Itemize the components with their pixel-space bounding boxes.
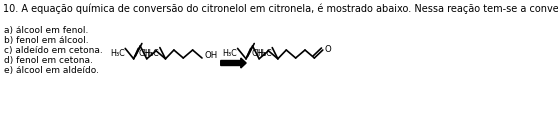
Text: e) álcool em aldeído.: e) álcool em aldeído. [4, 66, 99, 75]
FancyArrow shape [221, 58, 246, 68]
Text: OH: OH [204, 51, 217, 59]
Text: d) fenol em cetona.: d) fenol em cetona. [4, 56, 93, 65]
Text: O: O [324, 44, 331, 54]
Text: H₃C: H₃C [222, 49, 237, 58]
Text: c) aldeído em cetona.: c) aldeído em cetona. [4, 46, 103, 55]
Text: H₃C: H₃C [257, 49, 272, 58]
Text: CH₃: CH₃ [251, 49, 266, 58]
Text: H₃C: H₃C [110, 49, 124, 58]
Text: CH₃: CH₃ [139, 49, 154, 58]
Text: 10. A equação química de conversão do citronelol em citronela, é mostrado abaixo: 10. A equação química de conversão do ci… [3, 3, 558, 14]
Text: a) álcool em fenol.: a) álcool em fenol. [4, 26, 88, 35]
Text: H₃C: H₃C [145, 49, 159, 58]
Text: b) fenol em álcool.: b) fenol em álcool. [4, 36, 89, 45]
